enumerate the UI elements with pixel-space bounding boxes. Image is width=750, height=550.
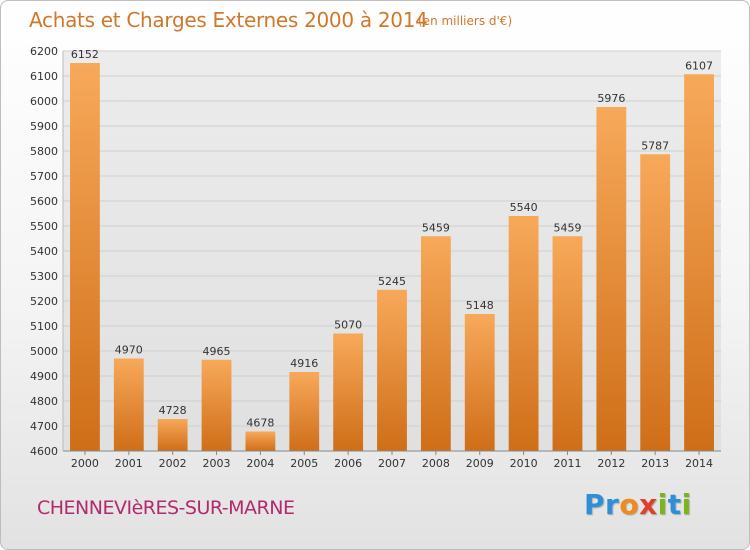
logo-letter: t — [667, 488, 682, 521]
bar-2008 — [420, 236, 451, 451]
data-label: 4965 — [203, 345, 231, 358]
x-tick-label: 2004 — [246, 457, 274, 470]
logo-letter: i — [657, 488, 668, 521]
x-tick-label: 2009 — [466, 457, 494, 470]
data-label: 5540 — [510, 201, 538, 214]
y-tick-label: 5900 — [30, 120, 58, 133]
chart-title: Achats et Charges Externes 2000 à 2014 — [29, 8, 428, 32]
bar-2012 — [596, 107, 627, 451]
x-tick-label: 2013 — [641, 457, 669, 470]
logo-letter: i — [681, 488, 692, 521]
x-tick-label: 2003 — [203, 457, 231, 470]
axes: 4600 4700 4800 4900 5000 5100 5200 5300 5400 5500… — [30, 45, 721, 470]
y-tick-label: 5300 — [30, 270, 58, 283]
logo-letter: r — [605, 488, 620, 521]
bar-2001 — [113, 358, 144, 451]
y-tick-label: 5100 — [30, 320, 58, 333]
x-tick-label: 2001 — [115, 457, 143, 470]
x-tick-label: 2005 — [290, 457, 318, 470]
bar-2000 — [70, 63, 100, 451]
bar-2002 — [157, 419, 188, 451]
data-label: 4728 — [159, 404, 187, 417]
y-tick-label: 4800 — [30, 395, 58, 408]
logo-letter: x — [639, 488, 658, 521]
data-label: 4678 — [246, 417, 274, 430]
data-label: 5245 — [378, 275, 406, 288]
y-tick-label: 4600 — [30, 445, 58, 458]
bar-2013 — [640, 154, 671, 451]
data-label: 5976 — [597, 92, 625, 105]
data-label: 5787 — [641, 139, 669, 152]
y-tick-label: 6200 — [30, 45, 58, 58]
data-label: 6107 — [685, 59, 713, 72]
bar-2014 — [684, 74, 714, 451]
logo-letter: P — [584, 488, 606, 521]
logo-letter: o — [619, 488, 640, 521]
y-tick-label: 4900 — [30, 370, 58, 383]
x-tick-label: 2007 — [378, 457, 406, 470]
x-tick-label: 2002 — [159, 457, 187, 470]
bar-2006 — [333, 333, 364, 451]
data-label: 5459 — [553, 221, 581, 234]
data-label: 4916 — [290, 357, 318, 370]
bar-2007 — [377, 289, 407, 451]
chart-subtitle: (en milliers d'€) — [418, 14, 513, 28]
data-label: 5148 — [466, 299, 494, 312]
bar-2005 — [289, 372, 320, 451]
x-tick-label: 2006 — [334, 457, 362, 470]
data-label: 5459 — [422, 221, 450, 234]
y-tick-label: 5000 — [30, 345, 58, 358]
town-name: CHENNEVIèRES-SUR-MARNE — [37, 497, 295, 519]
y-tick-label: 5800 — [30, 145, 58, 158]
bar-2011 — [552, 236, 583, 451]
x-tick-label: 2008 — [422, 457, 450, 470]
data-label: 6152 — [71, 48, 99, 61]
data-label: 4970 — [115, 344, 143, 357]
y-tick-label: 5200 — [30, 295, 58, 308]
y-tick-label: 6000 — [30, 95, 58, 108]
y-tick-label: 5400 — [30, 245, 58, 258]
x-tick-label: 2011 — [553, 457, 581, 470]
x-tick-label: 2000 — [71, 457, 99, 470]
bar-2004 — [245, 431, 276, 451]
x-tick-label: 2012 — [597, 457, 625, 470]
proxiti-logo[interactable]: Proxiti — [584, 488, 692, 521]
bar-2010 — [508, 216, 539, 451]
bars: 6152 4970 4728 4965 4678 4916 5070 5245 5459 5148… — [70, 48, 714, 451]
y-tick-label: 5600 — [30, 195, 58, 208]
y-tick-label: 4700 — [30, 420, 58, 433]
y-tick-label: 5500 — [30, 220, 58, 233]
data-label: 5070 — [334, 319, 362, 332]
bar-2009 — [464, 314, 495, 451]
y-tick-label: 6100 — [30, 70, 58, 83]
x-tick-label: 2010 — [510, 457, 538, 470]
y-tick-label: 5700 — [30, 170, 58, 183]
bar-2003 — [201, 359, 232, 451]
x-tick-label: 2014 — [685, 457, 713, 470]
